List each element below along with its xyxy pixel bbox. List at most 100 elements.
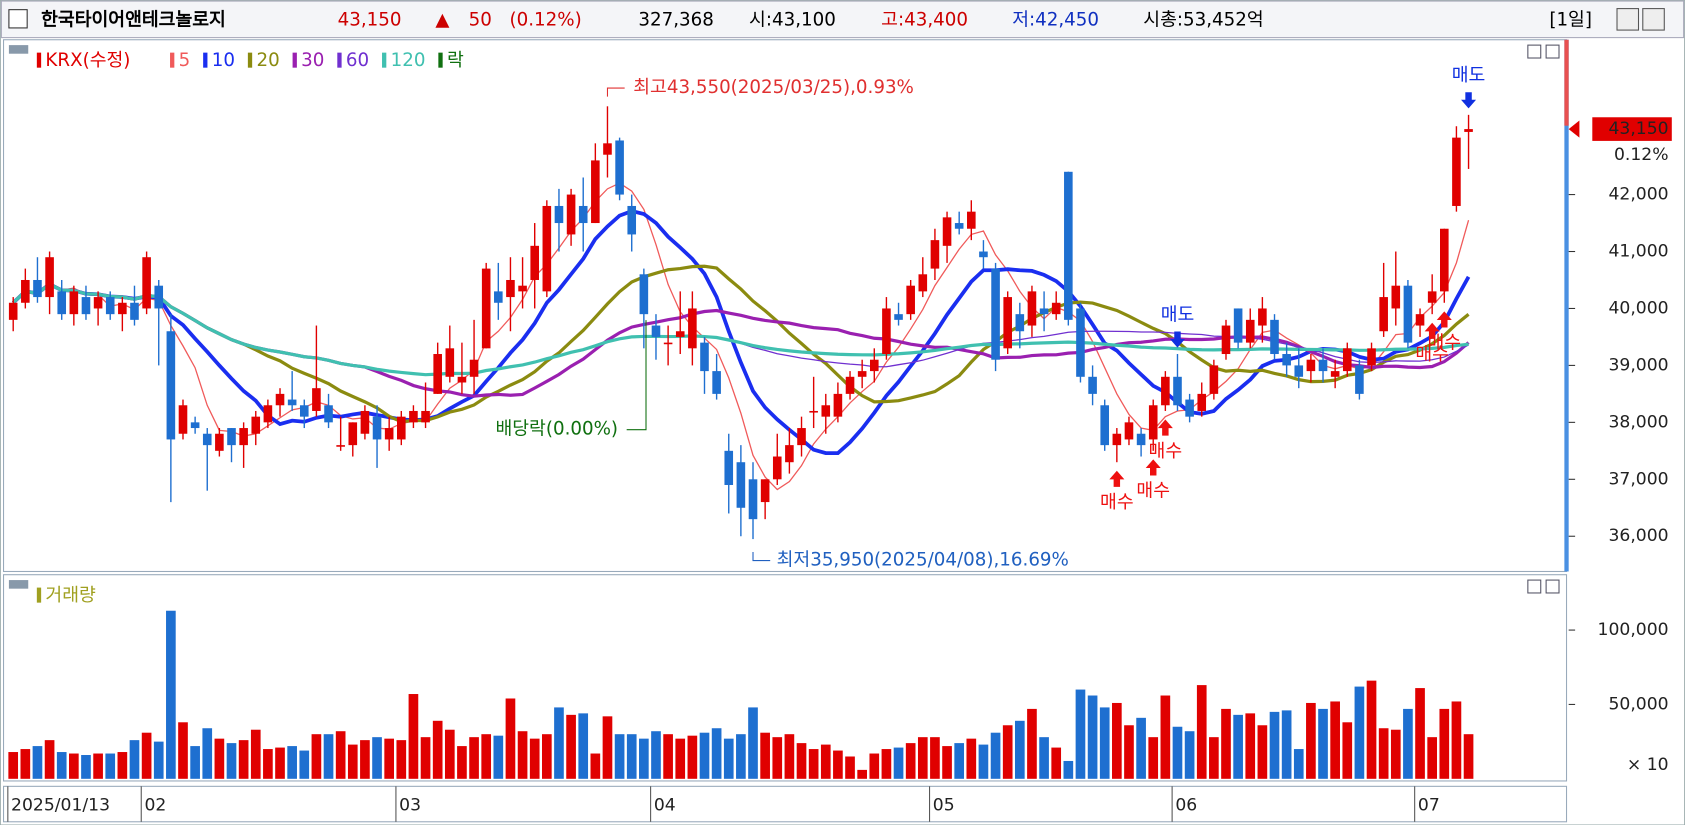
volume-bar: [1075, 689, 1086, 779]
candle-body: [299, 405, 309, 417]
candle-body: [942, 217, 952, 246]
buy-label: 매수: [1428, 333, 1462, 354]
volume-bar: [966, 738, 977, 779]
axis-bar: [1564, 39, 1569, 572]
candle-body: [845, 376, 855, 394]
checkbox[interactable]: [8, 9, 28, 29]
candle-body: [81, 297, 91, 315]
volume-bar: [408, 694, 419, 779]
buy-label: 매수: [1100, 492, 1134, 513]
candle-body: [748, 479, 758, 520]
y-tick-label: 38,000: [1608, 412, 1668, 432]
volume-bar: [1099, 707, 1110, 779]
candle-body: [409, 410, 418, 423]
volume-bar: [493, 735, 504, 779]
volume-bar: [736, 734, 746, 779]
candle-body: [918, 274, 928, 292]
volume-bar: [117, 752, 128, 779]
volume-unit: × 10: [1627, 755, 1669, 775]
candle-body: [239, 428, 248, 446]
volume-bar: [93, 753, 103, 779]
volume-bar: [105, 753, 116, 779]
panel-icon: [8, 580, 29, 589]
candle-body: [760, 479, 770, 503]
volume-bar: [1366, 680, 1377, 779]
candle-body: [736, 462, 746, 508]
candle-body: [1233, 308, 1243, 343]
candle-body: [45, 257, 54, 298]
candle-body: [1367, 348, 1376, 366]
panel-button[interactable]: [1527, 44, 1542, 59]
low: 저:42,450: [1012, 9, 1099, 30]
sell-label: 매도: [1161, 304, 1195, 325]
x-tick-label: 02: [144, 796, 166, 816]
volume-bar: [1172, 726, 1183, 779]
volume-bar: [990, 732, 1001, 779]
y-tick-label: 40,000: [1608, 298, 1668, 318]
volume-bar: [69, 753, 79, 779]
candle-body: [1003, 297, 1012, 349]
sell-arrow: [1461, 92, 1477, 109]
dividend-pointer: [626, 320, 647, 431]
volume-bar: [869, 753, 880, 779]
y-tick-label: 39,000: [1608, 355, 1668, 375]
candle-body: [627, 205, 637, 235]
volume-bar: [202, 728, 213, 779]
volume-bar: [1281, 710, 1292, 779]
sell-arrow: [1169, 331, 1186, 348]
panel-button[interactable]: [1527, 579, 1542, 594]
candle-body: [397, 416, 406, 440]
panel-button[interactable]: [1545, 44, 1560, 59]
volume-bar: [1403, 708, 1413, 779]
candle-body: [1051, 302, 1061, 315]
candle-body: [578, 205, 588, 224]
candle-body: [675, 331, 685, 337]
volume-bar: [299, 750, 310, 779]
panel-button[interactable]: [1545, 579, 1560, 594]
candle-body: [1015, 314, 1025, 332]
volume-bar: [1087, 695, 1098, 779]
candle-body: [372, 416, 382, 440]
candle-body: [639, 274, 649, 315]
candle-body: [809, 410, 818, 413]
volume-bar: [1439, 708, 1450, 779]
candle-body: [69, 291, 79, 315]
close-button[interactable]: [1642, 8, 1665, 31]
volume-bar: [1148, 737, 1159, 779]
candle-body: [1148, 405, 1158, 440]
volume-bar: [56, 752, 67, 779]
volume-bar: [590, 753, 601, 779]
volume-bar: [1112, 702, 1122, 779]
legend-label: 5: [179, 50, 191, 71]
candle-body: [979, 251, 988, 258]
legend-label: 락: [447, 50, 464, 71]
volume-bar: [1196, 685, 1207, 779]
candle-body: [457, 376, 467, 383]
candle-body: [506, 279, 515, 298]
volume-bar: [1209, 737, 1219, 779]
volume-bar: [711, 728, 722, 779]
volume-bar: [396, 740, 407, 779]
buy-label: 매수: [1415, 344, 1449, 365]
high-note: 최고43,550(2025/03/25),0.93%: [633, 77, 914, 98]
volume-bar: [663, 734, 673, 779]
dividend-note: 배당락(0.00%): [495, 419, 618, 440]
candle-body: [348, 422, 358, 446]
candle-body: [433, 354, 442, 394]
candle-body: [251, 416, 261, 434]
candle-body: [1440, 228, 1449, 292]
candle-body: [603, 143, 612, 155]
volume-bar: [626, 734, 637, 779]
buy-label: 매수: [1149, 441, 1183, 462]
volume-bar: [978, 744, 989, 779]
period[interactable]: [1일]: [1549, 9, 1592, 30]
candle-body: [651, 325, 661, 337]
candle-body: [215, 433, 224, 451]
volume-bar: [1269, 711, 1280, 779]
x-tick-label: 04: [654, 796, 676, 816]
volume-bar: [881, 749, 892, 779]
maximize-button[interactable]: [1616, 8, 1640, 31]
legend-swatch: [247, 52, 253, 68]
volume-bar: [214, 738, 225, 779]
